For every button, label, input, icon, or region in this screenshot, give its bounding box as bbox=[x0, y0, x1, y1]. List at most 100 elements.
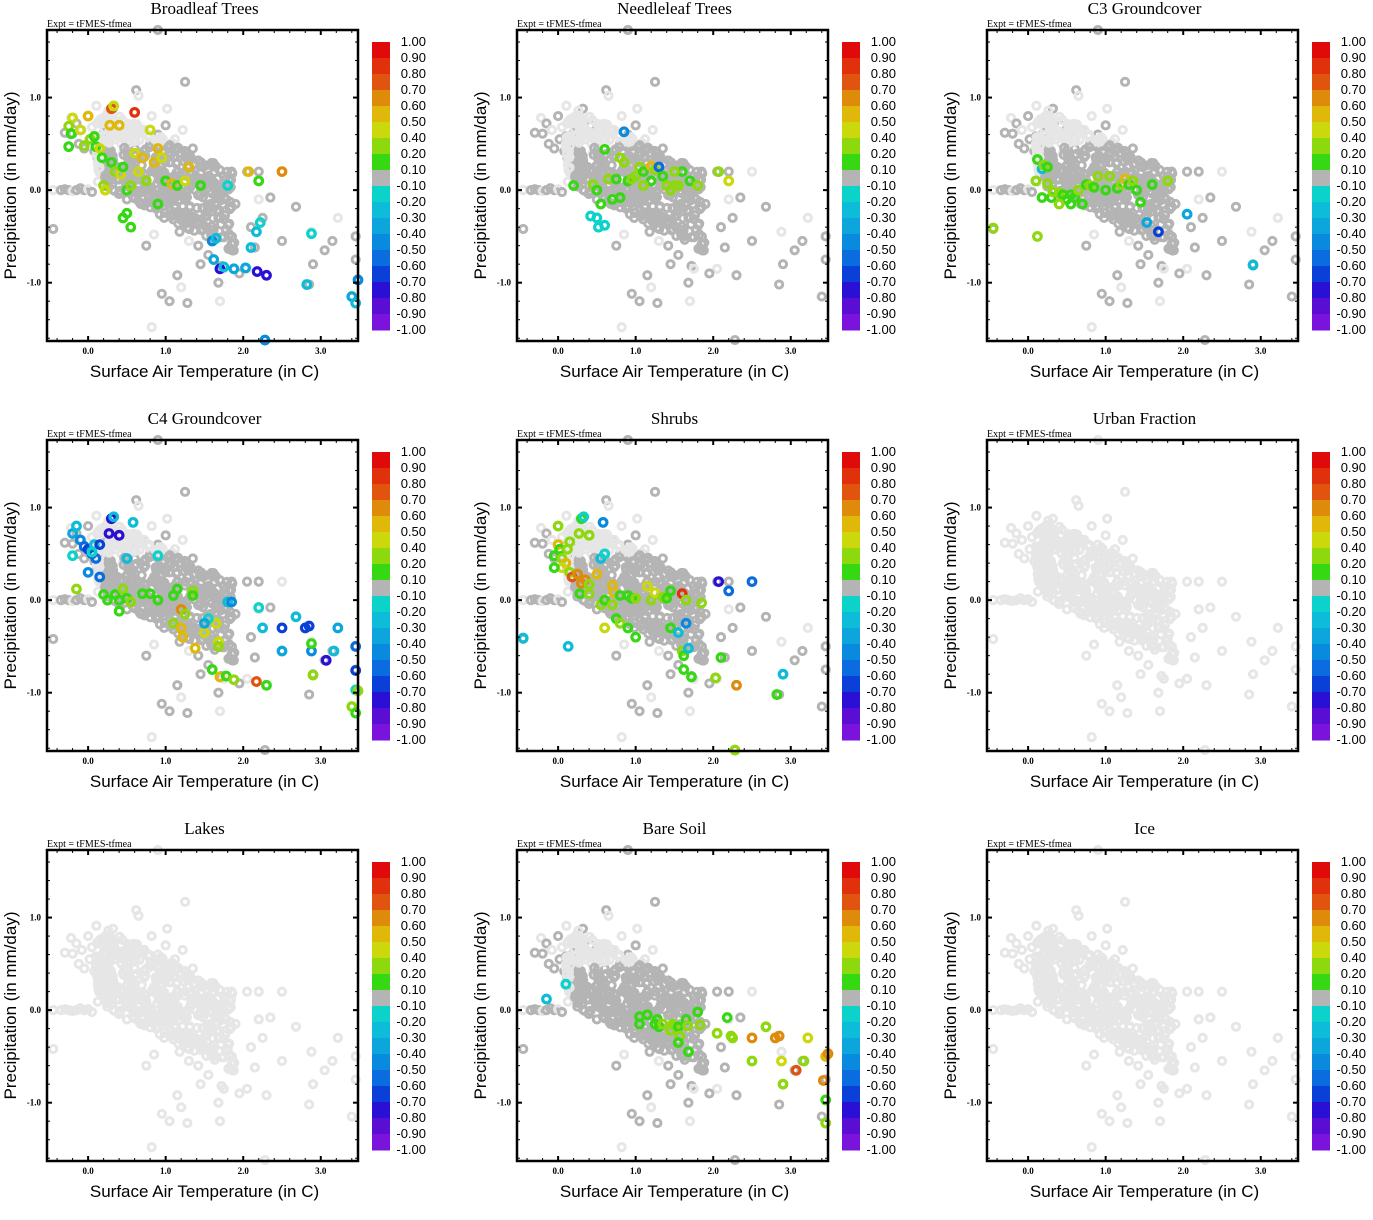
data-point-background bbox=[292, 203, 299, 210]
data-point-background bbox=[1018, 126, 1025, 133]
colorbar-label: -0.80 bbox=[866, 700, 896, 715]
data-point-correlation bbox=[564, 643, 572, 651]
data-point-correlation bbox=[278, 624, 286, 632]
data-point-correlation bbox=[115, 122, 123, 130]
data-point-background bbox=[1104, 105, 1111, 112]
data-point-background bbox=[306, 691, 313, 698]
y-axis-label: Precipitation (in mm/day) bbox=[1, 91, 20, 279]
colorbar-label: -0.40 bbox=[396, 636, 426, 651]
data-point-background bbox=[1009, 130, 1016, 137]
data-point-background bbox=[1246, 281, 1253, 288]
data-point-background bbox=[748, 168, 755, 175]
x-tick-label: 2.0 bbox=[1178, 756, 1190, 766]
data-point-background bbox=[634, 515, 641, 522]
colorbar-block bbox=[842, 484, 860, 501]
data-point-background bbox=[81, 555, 88, 562]
data-point-background bbox=[164, 105, 171, 112]
data-point-background bbox=[686, 708, 693, 715]
data-point-background bbox=[1199, 214, 1206, 221]
x-tick-label: 3.0 bbox=[315, 756, 327, 766]
colorbar-label: 0.10 bbox=[871, 572, 896, 587]
data-point-background bbox=[548, 126, 555, 133]
data-point-background bbox=[173, 570, 180, 577]
data-point-background bbox=[50, 635, 57, 642]
data-point-background bbox=[725, 196, 732, 203]
data-point-background bbox=[667, 261, 674, 268]
colorbar-label: 0.70 bbox=[871, 492, 896, 507]
data-point-background bbox=[110, 186, 117, 193]
data-point-background bbox=[1274, 624, 1281, 631]
colorbar-block bbox=[842, 186, 860, 203]
colorbar-block bbox=[1312, 580, 1330, 597]
data-point-background bbox=[150, 231, 157, 238]
y-tick-label: 1.0 bbox=[30, 913, 42, 923]
data-point-background bbox=[1195, 606, 1202, 613]
colorbar-block bbox=[1312, 170, 1330, 187]
colorbar-block bbox=[1312, 532, 1330, 549]
data-point-background bbox=[1113, 160, 1120, 167]
colorbar-label: -0.90 bbox=[396, 306, 426, 321]
data-point-background bbox=[1176, 680, 1183, 687]
colorbar-label: -0.80 bbox=[866, 290, 896, 305]
data-point-background bbox=[184, 709, 191, 716]
colorbar-block bbox=[1312, 516, 1330, 533]
data-point-background bbox=[150, 1051, 157, 1058]
data-point-background bbox=[648, 284, 655, 291]
x-tick-label: 1.0 bbox=[160, 1166, 172, 1176]
data-point-background bbox=[778, 228, 785, 235]
data-point-background bbox=[278, 988, 285, 995]
colorbar-block bbox=[842, 298, 860, 315]
data-point-correlation bbox=[191, 644, 199, 652]
data-point-correlation bbox=[67, 130, 75, 138]
data-point-correlation bbox=[77, 126, 85, 134]
data-point-background bbox=[799, 237, 806, 244]
data-point-background bbox=[657, 580, 664, 587]
data-point-background bbox=[634, 105, 641, 112]
colorbar-label: 0.70 bbox=[1341, 82, 1366, 97]
data-point-background bbox=[1121, 488, 1128, 495]
colorbar-block bbox=[842, 122, 860, 139]
colorbar-label: 0.50 bbox=[871, 114, 896, 129]
data-point-background bbox=[717, 224, 724, 231]
data-point-background bbox=[50, 1045, 57, 1052]
data-point-background bbox=[185, 237, 192, 244]
panel-title: Lakes bbox=[184, 819, 225, 838]
colorbar-label: 0.50 bbox=[1341, 524, 1366, 539]
data-point-correlation bbox=[632, 633, 640, 641]
data-point-background bbox=[1149, 625, 1156, 632]
colorbar-block bbox=[842, 58, 860, 75]
data-point-background bbox=[632, 122, 639, 129]
x-axis-label: Surface Air Temperature (in C) bbox=[1030, 362, 1259, 381]
colorbar-block bbox=[842, 90, 860, 107]
data-point-background bbox=[143, 242, 150, 249]
data-point-background bbox=[251, 654, 258, 661]
x-tick-label: 1.0 bbox=[160, 756, 172, 766]
data-point-background bbox=[804, 214, 811, 221]
colorbar-block bbox=[372, 170, 390, 187]
data-point-correlation bbox=[715, 168, 723, 176]
data-point-background bbox=[636, 298, 643, 305]
colorbar-block bbox=[372, 298, 390, 315]
data-point-correlation bbox=[119, 214, 127, 222]
x-tick-label: 0.0 bbox=[82, 756, 94, 766]
y-axis-label: Precipitation (in mm/day) bbox=[1, 501, 20, 689]
data-point-background bbox=[334, 214, 341, 221]
data-point-background bbox=[779, 261, 786, 268]
experiment-label: Expt = tFMES-tfmea bbox=[47, 429, 132, 440]
colorbar-block bbox=[372, 484, 390, 501]
x-tick-label: 3.0 bbox=[315, 346, 327, 356]
data-point-background bbox=[1090, 641, 1097, 648]
data-point-correlation bbox=[725, 587, 733, 595]
colorbar-label: -0.50 bbox=[396, 242, 426, 257]
data-point-background bbox=[608, 572, 615, 579]
data-point-background bbox=[1207, 604, 1214, 611]
data-point-background bbox=[187, 990, 194, 997]
colorbar-label: -0.10 bbox=[866, 588, 896, 603]
data-point-background bbox=[1183, 675, 1190, 682]
colorbar-label: 0.70 bbox=[1341, 492, 1366, 507]
colorbar-block bbox=[372, 500, 390, 517]
colorbar-block bbox=[372, 42, 390, 59]
data-point-background bbox=[209, 215, 216, 222]
points-layer bbox=[50, 436, 362, 753]
